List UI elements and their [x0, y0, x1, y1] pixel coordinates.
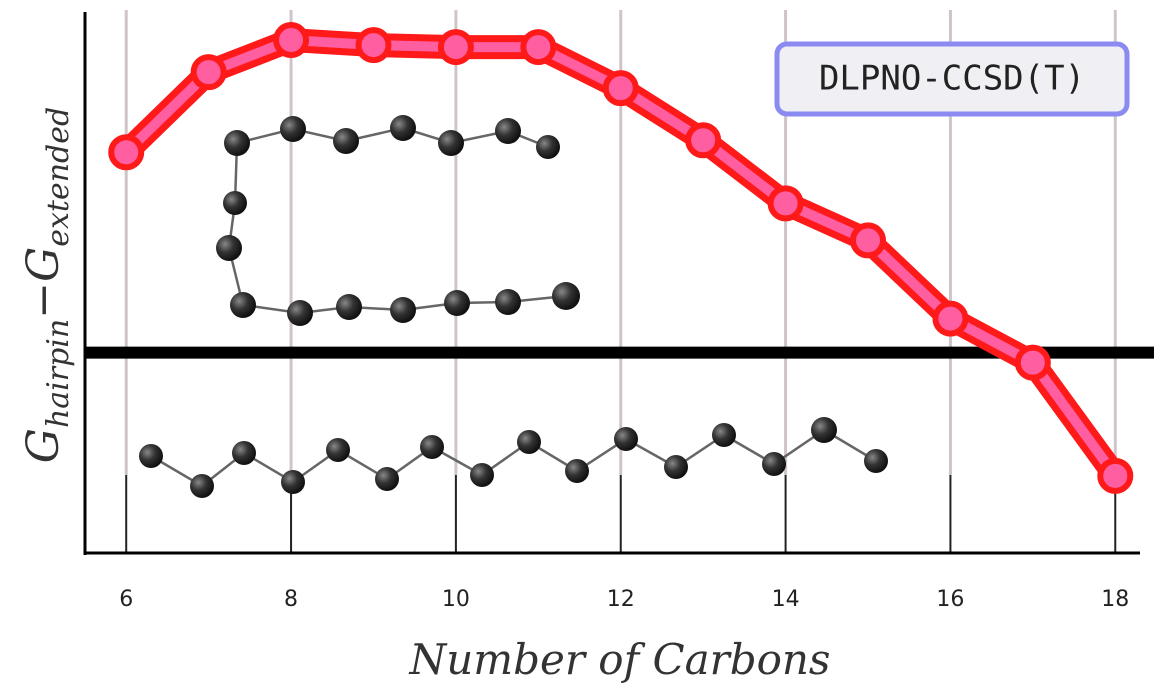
y-label-part: hairpin [41, 319, 76, 428]
data-point [767, 185, 804, 222]
data-point [1097, 457, 1134, 494]
x-tick-label: 14 [772, 587, 800, 612]
y-label-part: G [18, 428, 69, 463]
x-tick-label: 8 [284, 587, 298, 612]
legend-box [774, 41, 1130, 117]
x-tick-label: 12 [607, 587, 635, 612]
legend-label: DLPNO-CCSD(T) [819, 59, 1085, 99]
y-label-part: extended [41, 107, 76, 247]
data-point [355, 27, 392, 64]
data-point [932, 300, 969, 337]
y-axis-label: Ghairpin−Gextended [18, 107, 76, 463]
data-point [437, 29, 474, 66]
data-point [850, 222, 887, 259]
data-point [685, 122, 722, 159]
data-point [108, 134, 145, 171]
data-point [273, 22, 310, 59]
plot [85, 22, 1154, 494]
data-point [520, 29, 557, 66]
extended-molecule [139, 417, 888, 498]
data-point [1014, 344, 1051, 381]
x-tick-label: 6 [119, 587, 133, 612]
x-tick-label: 10 [442, 587, 470, 612]
hairpin-molecule [216, 115, 580, 326]
y-label-part: −G [18, 247, 69, 319]
x-tick-label: 16 [936, 587, 964, 612]
legend: DLPNO-CCSD(T) [774, 41, 1130, 117]
x-tick-label: 18 [1101, 587, 1129, 612]
data-point [190, 54, 227, 91]
data-point [602, 70, 639, 107]
x-axis-label: Number of Carbons [408, 635, 830, 684]
